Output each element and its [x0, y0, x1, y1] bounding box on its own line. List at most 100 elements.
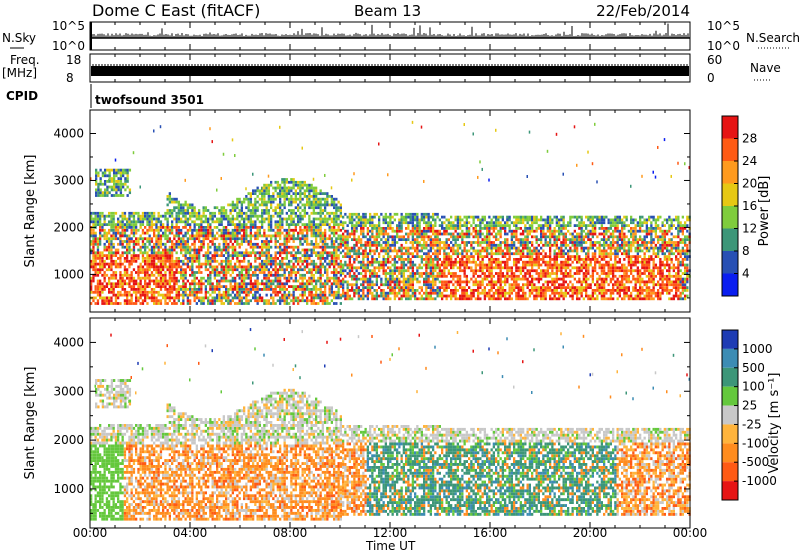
range-gate-cell	[441, 241, 443, 244]
range-gate-cell	[421, 258, 423, 261]
range-gate-cell	[209, 229, 211, 232]
range-gate-cell	[405, 252, 407, 255]
range-gate-cell	[288, 280, 290, 283]
range-gate-cell	[137, 268, 139, 271]
range-gate-cell	[146, 246, 148, 249]
range-gate-cell	[212, 271, 214, 274]
range-gate-cell	[324, 249, 326, 252]
range-gate-cell	[216, 266, 218, 269]
range-gate-cell	[306, 288, 308, 291]
range-gate-cell	[338, 291, 340, 294]
range-gate-cell	[362, 216, 364, 219]
range-gate-cell	[142, 294, 144, 297]
range-gate-cell	[252, 215, 254, 218]
range-gate-cell	[140, 271, 142, 274]
range-gate-cell	[324, 240, 326, 243]
range-gate-cell	[230, 268, 232, 271]
range-gate-cell	[313, 229, 315, 232]
range-gate-cell	[342, 235, 344, 238]
range-gate-cell	[461, 292, 463, 295]
range-gate-cell	[268, 288, 270, 291]
range-gate-cell	[266, 187, 268, 190]
range-gate-cell	[290, 181, 292, 184]
range-gate-cell	[135, 226, 137, 229]
range-gate-cell	[209, 277, 211, 280]
range-gate-cell	[308, 192, 310, 195]
range-gate-cell	[284, 297, 286, 300]
range-gate-cell	[439, 244, 441, 247]
range-gate-cell	[104, 288, 106, 291]
range-gate-cell	[227, 254, 229, 257]
range-gate-cell	[403, 264, 405, 267]
range-gate-cell	[441, 216, 443, 219]
range-gate-cell	[250, 201, 252, 204]
range-gate-cell	[351, 216, 353, 219]
range-gate-cell	[299, 251, 301, 254]
range-gate-cell	[297, 251, 299, 254]
range-gate-cell	[322, 240, 324, 243]
range-gate-cell	[261, 198, 263, 201]
range-gate-cell	[329, 215, 331, 218]
range-gate-cell	[198, 240, 200, 243]
range-gate-cell	[122, 220, 124, 223]
range-gate-cell	[353, 233, 355, 236]
range-gate-cell	[376, 292, 378, 295]
range-gate-cell	[398, 219, 400, 222]
range-gate-cell	[254, 206, 256, 209]
range-gate-cell	[243, 251, 245, 254]
range-gate-cell	[396, 250, 398, 253]
range-gate-cell	[261, 215, 263, 218]
range-gate-cell	[288, 302, 290, 305]
range-gate-cell	[302, 237, 304, 240]
range-gate-cell	[412, 289, 414, 292]
range-gate-cell	[331, 198, 333, 201]
range-gate-cell	[101, 266, 103, 269]
range-gate-cell	[144, 232, 146, 235]
range-gate-cell	[430, 295, 432, 298]
range-gate-cell	[182, 260, 184, 263]
range-gate-cell	[182, 235, 184, 238]
range-gate-cell	[216, 237, 218, 240]
range-gate-cell	[457, 233, 459, 236]
range-gate-cell	[254, 299, 256, 302]
range-gate-cell	[196, 249, 198, 252]
range-gate-cell	[437, 252, 439, 255]
range-gate-cell	[284, 195, 286, 198]
range-gate-cell	[187, 260, 189, 263]
range-gate-cell	[284, 277, 286, 280]
range-gate-cell	[335, 280, 337, 283]
range-gate-cell	[387, 244, 389, 247]
range-gate-cell	[200, 240, 202, 243]
range-gate-cell	[241, 285, 243, 288]
range-gate-cell	[398, 230, 400, 233]
range-gate-cell	[322, 220, 324, 223]
range-gate-cell	[270, 201, 272, 204]
range-gate-cell	[263, 187, 265, 190]
range-gate-cell	[443, 264, 445, 267]
range-gate-cell	[313, 212, 315, 215]
range-gate-cell	[180, 251, 182, 254]
range-gate-cell	[288, 291, 290, 294]
range-gate-cell	[428, 286, 430, 289]
range-gate-cell	[423, 238, 425, 241]
range-gate-cell	[414, 238, 416, 241]
range-gate-cell	[117, 297, 119, 300]
range-gate-cell	[394, 241, 396, 244]
range-gate-cell	[137, 282, 139, 285]
range-gate-cell	[425, 233, 427, 236]
range-gate-cell	[243, 280, 245, 283]
range-gate-cell	[108, 254, 110, 257]
range-gate-cell	[245, 302, 247, 305]
range-gate-cell	[315, 226, 317, 229]
range-gate-cell	[335, 240, 337, 243]
range-gate-cell	[432, 241, 434, 244]
range-gate-cell	[223, 294, 225, 297]
range-gate-cell	[113, 271, 115, 274]
range-gate-cell	[385, 213, 387, 216]
range-gate-cell	[268, 302, 270, 305]
range-gate-cell	[218, 229, 220, 232]
range-gate-cell	[353, 250, 355, 253]
range-gate-cell	[396, 252, 398, 255]
range-gate-cell	[459, 216, 461, 219]
range-gate-cell	[468, 281, 470, 284]
